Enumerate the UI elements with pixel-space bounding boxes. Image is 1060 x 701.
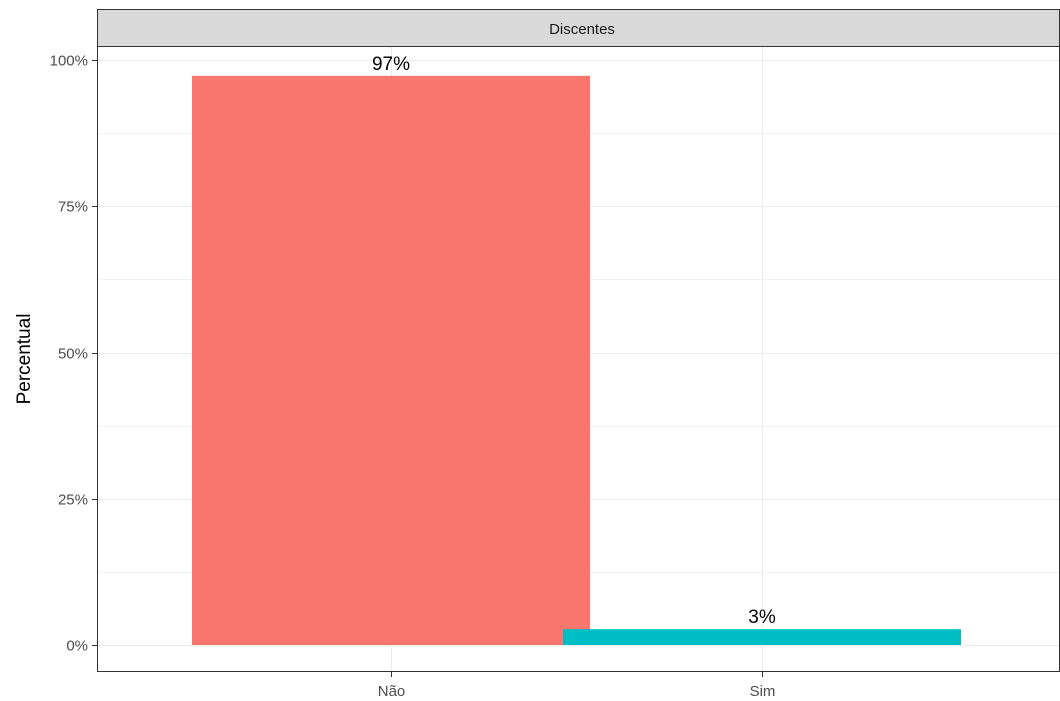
y-axis: 0% 25% 50% 75% 100% [50,53,97,655]
y-axis-title: Percentual [14,314,35,405]
y-tick-label: 100% [50,53,88,70]
y-tick-label: 75% [58,199,88,216]
y-tick-label: 25% [58,492,88,509]
bars [192,75,961,646]
bar-data-label: 97% [372,54,410,75]
y-tick-label: 0% [66,638,88,655]
bar-1 [192,75,590,646]
data-labels: 97% 3% [372,54,776,628]
facet-strip-label: Discentes [549,21,615,38]
bar-2 [563,629,961,645]
x-tick-label: Não [378,683,406,700]
x-axis: Não Sim [378,672,776,700]
bar-data-label: 3% [748,607,776,628]
facet-strip [97,9,1060,47]
x-tick-label: Sim [750,683,776,700]
y-tick-label: 50% [58,346,88,363]
